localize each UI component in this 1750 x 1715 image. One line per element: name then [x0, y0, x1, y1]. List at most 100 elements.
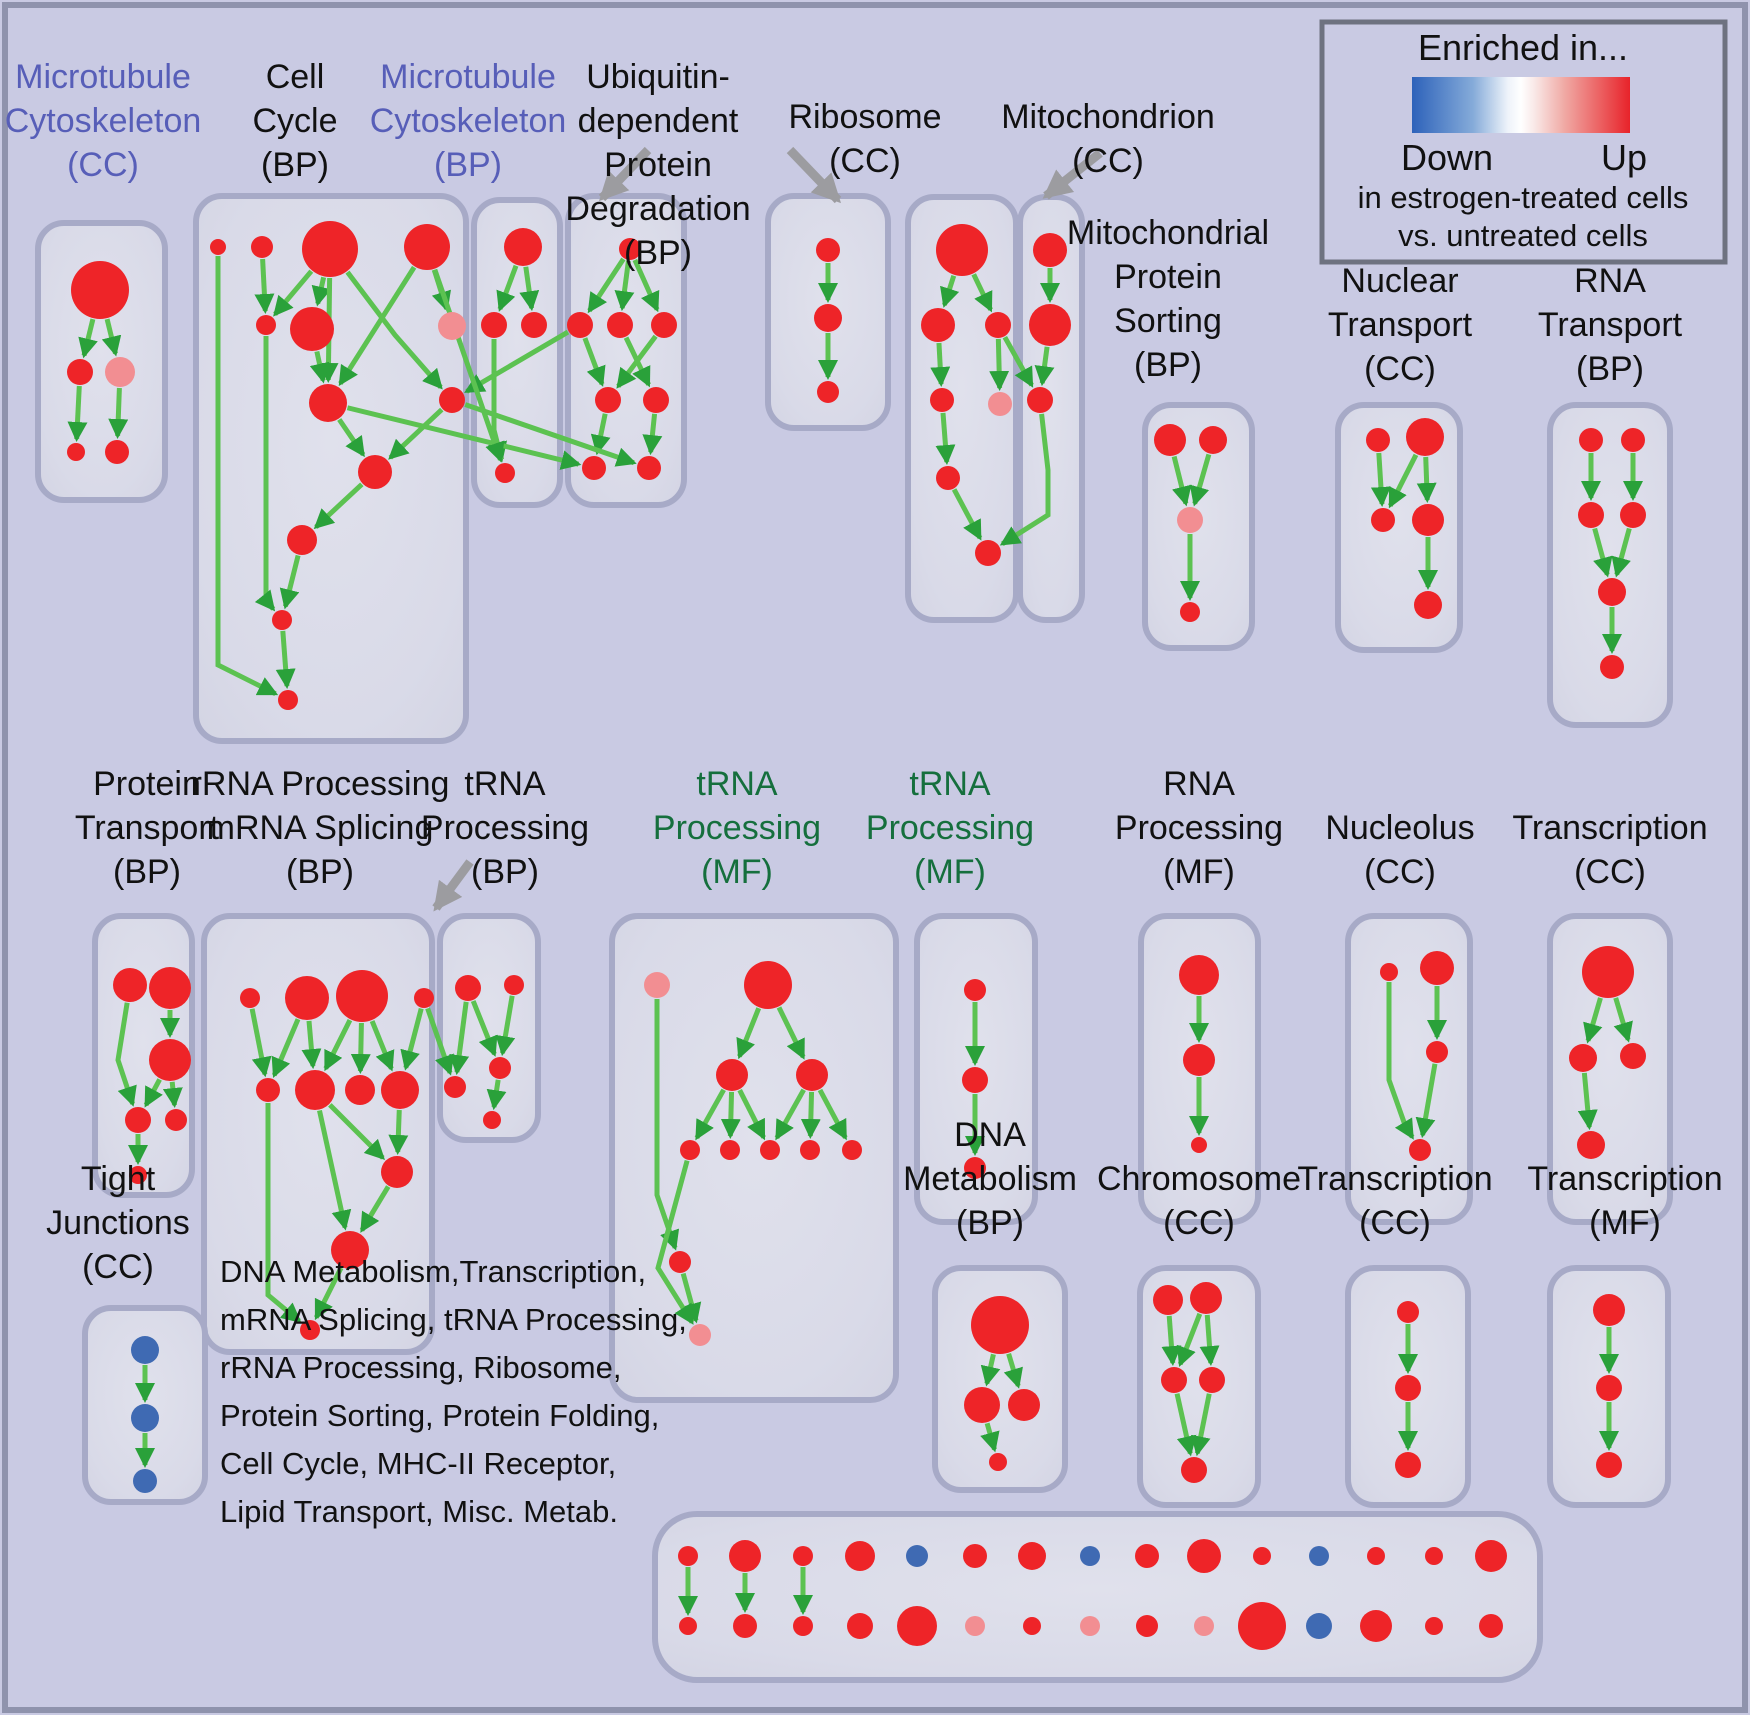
go-term-node-J-1	[1621, 428, 1645, 452]
go-term-node-G-0	[1033, 233, 1067, 267]
edge-F-5	[951, 488, 983, 541]
go-term-node-U-2	[1395, 1452, 1421, 1478]
go-term-node-B-5	[290, 307, 334, 351]
go-term-node-S-3	[989, 1453, 1007, 1471]
go-term-node-L-10	[300, 1320, 320, 1340]
cluster-misc-combined-box	[652, 1511, 1543, 1683]
bottom-panel-bottom-node-5	[965, 1616, 985, 1636]
go-term-node-W-0	[131, 1336, 159, 1364]
label-mito-protein-sorting-bp-line-1: Protein	[1114, 258, 1222, 296]
go-term-node-J-4	[1598, 578, 1626, 606]
edge-L-4	[350, 1022, 371, 1075]
label-protein-transport-bp-line-2: (BP)	[113, 853, 181, 891]
label-dna-metabolism-bp-line-0: DNA	[954, 1116, 1026, 1154]
label-trna-processing-mf-2-line-0: tRNA	[909, 765, 991, 803]
label-rna-transport-bp-line-1: Transport	[1538, 306, 1683, 344]
label-microtubule-cytoskeleton-bp-line-1: Cytoskeleton	[370, 102, 567, 140]
label-rna-transport-bp-line-2: (BP)	[1576, 350, 1644, 388]
label-tight-junctions-cc-line-0: Tight	[81, 1160, 156, 1198]
go-term-node-C-0	[504, 228, 542, 266]
label-ribosome-cc-line-0: Ribosome	[788, 98, 941, 136]
go-term-node-F-1	[921, 308, 955, 342]
edge-B-10	[388, 407, 444, 460]
edge-F-0	[940, 274, 960, 308]
edge-A-2	[67, 385, 88, 443]
label-tight-junctions-cc-line-1: Junctions	[46, 1204, 190, 1242]
bottom-panel-top-node-14	[1475, 1540, 1507, 1572]
bottom-panel-bottom-node-10	[1238, 1602, 1286, 1650]
go-term-node-T-3	[1199, 1367, 1225, 1393]
go-term-node-G-2	[1027, 387, 1053, 413]
edge-I-1	[1387, 453, 1419, 509]
edge-M-0	[449, 1001, 470, 1076]
edge-B-7	[338, 265, 417, 387]
edge-L-7	[328, 1103, 385, 1160]
bottom-panel-top-node-0	[678, 1546, 698, 1566]
go-term-node-I-0	[1366, 428, 1390, 452]
go-term-node-Q-2	[1426, 1041, 1448, 1063]
go-term-node-L-1	[285, 976, 329, 1020]
bottom-panel-top-node-12	[1367, 1547, 1385, 1565]
go-term-node-R-2	[1620, 1043, 1646, 1069]
bottom-panel-top-node-3	[845, 1541, 875, 1571]
cross-edge-6	[425, 1007, 454, 1076]
label-ubiquitin-degradation-bp-line-4: (BP)	[624, 234, 692, 272]
go-term-node-N-2	[716, 1059, 748, 1091]
edge-T-1	[1177, 1312, 1203, 1367]
bottom-panel-bottom-node-2	[793, 1616, 813, 1636]
go-term-node-V-0	[1593, 1294, 1625, 1326]
go-term-node-I-3	[1412, 504, 1444, 536]
go-term-node-B-4	[256, 315, 276, 335]
go-term-node-F-0	[936, 224, 988, 276]
edge-D-1	[614, 260, 635, 312]
edge-F-4	[935, 412, 956, 466]
combined-categories-text-line-1: mRNA Splicing, tRNA Processing,	[220, 1302, 687, 1337]
go-term-node-B-0	[210, 239, 226, 255]
edge-L-12	[265, 1103, 302, 1323]
go-term-node-B-10	[287, 525, 317, 555]
label-transcription-mf-line-0: Transcription	[1527, 1160, 1722, 1198]
go-term-node-U-0	[1397, 1301, 1419, 1323]
go-term-node-L-0	[240, 988, 260, 1008]
label-nucleolus-cc-line-1: (CC)	[1364, 853, 1436, 891]
go-term-node-H-0	[1154, 424, 1186, 456]
label-transcription-cc-row3-line-0: Transcription	[1297, 1160, 1492, 1198]
go-term-node-O-1	[962, 1067, 988, 1093]
go-term-node-D-7	[637, 456, 661, 480]
go-term-node-B-6	[438, 312, 466, 340]
go-term-node-K-5	[129, 1166, 147, 1184]
label-tight-junctions-cc-line-2: (CC)	[82, 1248, 154, 1286]
edge-J-2	[1592, 527, 1613, 578]
go-term-node-B-3	[404, 224, 450, 270]
bottom-panel-top-node-13	[1425, 1547, 1443, 1565]
cluster-cell-cycle-bp-box	[193, 193, 469, 744]
bottom-panel-top-node-11	[1309, 1546, 1329, 1566]
edge-S-2	[980, 1422, 1000, 1453]
label-mito-protein-sorting-bp-line-2: Sorting	[1114, 302, 1222, 340]
go-term-node-J-2	[1578, 502, 1604, 528]
go-term-node-T-4	[1181, 1457, 1207, 1483]
go-term-node-K-4	[165, 1109, 187, 1131]
edge-N-2	[694, 1088, 726, 1141]
go-term-node-W-1	[131, 1404, 159, 1432]
edge-B-13	[279, 554, 301, 610]
edge-T-2	[1199, 1314, 1220, 1367]
edge-I-0	[1370, 452, 1391, 508]
bottom-panel-bottom-node-8	[1136, 1615, 1158, 1637]
label-nucleolus-cc-line-0: Nucleolus	[1325, 809, 1474, 847]
edge-S-0	[980, 1353, 1001, 1387]
go-term-node-L-6	[345, 1075, 375, 1105]
edge-B-2	[273, 269, 314, 317]
label-transcription-mf-line-1: (MF)	[1589, 1204, 1661, 1242]
go-term-node-A-2	[105, 357, 135, 387]
go-term-node-D-6	[582, 456, 606, 480]
go-term-node-M-3	[489, 1057, 511, 1079]
combined-categories-text-line-5: Lipid Transport, Misc. Metab.	[220, 1494, 618, 1529]
go-term-node-I-2	[1371, 508, 1395, 532]
label-mito-protein-sorting-bp-line-3: (BP)	[1134, 346, 1202, 384]
go-term-node-C-3	[495, 463, 515, 483]
cross-edge-2	[464, 329, 570, 394]
edges-layer	[67, 146, 1643, 1616]
label-transcription-cc-row3-line-1: (CC)	[1359, 1204, 1431, 1242]
go-term-node-E-1	[814, 304, 842, 332]
